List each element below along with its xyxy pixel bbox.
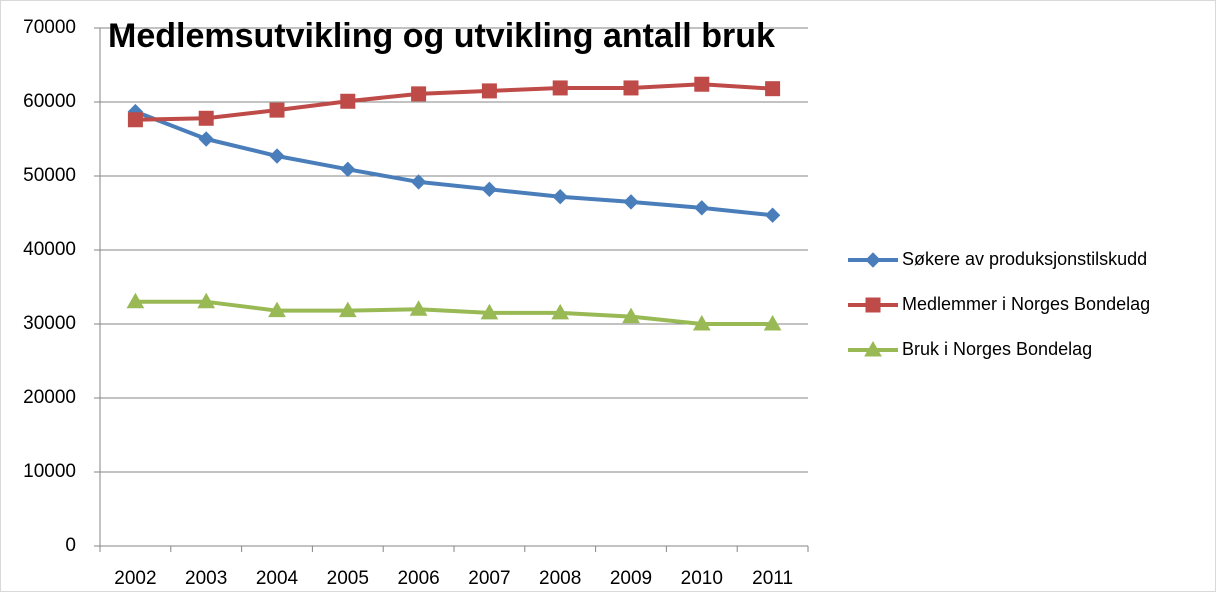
data-point	[269, 148, 285, 164]
data-point	[623, 194, 639, 210]
x-tick-label: 2006	[397, 568, 439, 589]
y-tick-label: 10000	[23, 461, 76, 482]
data-point	[764, 207, 781, 223]
legend-marker	[865, 297, 881, 313]
chart-title: Medlemsutvikling og utvikling antall bru…	[108, 17, 775, 55]
data-point	[126, 292, 145, 309]
series-line	[134, 109, 773, 218]
data-point	[623, 80, 639, 96]
data-point	[340, 161, 356, 178]
x-tick-label: 2002	[114, 568, 156, 589]
data-point	[197, 292, 216, 309]
x-tick-label: 2003	[185, 568, 227, 589]
legend-label: Medlemmer i Norges Bondelag	[902, 294, 1150, 314]
data-point	[694, 200, 710, 216]
data-point	[763, 314, 782, 331]
y-tick-label: 60000	[23, 91, 76, 112]
data-point	[481, 83, 497, 99]
data-point	[410, 174, 427, 190]
x-tick-label: 2005	[327, 568, 369, 589]
data-point	[269, 102, 285, 118]
data-point	[480, 303, 499, 320]
series-line	[135, 82, 773, 122]
y-tick-label: 70000	[23, 17, 76, 38]
data-point	[692, 314, 711, 331]
legend-label: Bruk i Norges Bondelag	[902, 339, 1092, 359]
y-tick-label: 20000	[23, 387, 76, 408]
x-tick-label: 2011	[752, 568, 793, 589]
data-point	[411, 86, 427, 102]
legend-marker	[864, 340, 882, 357]
data-point	[198, 131, 214, 147]
data-point	[622, 307, 640, 324]
y-tick-label: 0	[65, 535, 76, 556]
legend-marker	[865, 252, 881, 268]
y-tick-label: 40000	[23, 239, 76, 260]
y-tick-label: 30000	[23, 313, 76, 334]
x-tick-label: 2004	[256, 568, 299, 589]
data-point	[694, 76, 710, 92]
data-point	[340, 93, 356, 109]
x-tick-label: 2007	[468, 568, 510, 589]
data-point	[409, 300, 428, 316]
y-tick-label: 50000	[23, 165, 76, 186]
data-point	[338, 301, 357, 318]
data-point	[127, 112, 143, 128]
data-point	[481, 181, 498, 198]
data-point	[198, 110, 214, 126]
series-line	[135, 299, 773, 326]
data-point	[551, 303, 570, 320]
data-point	[552, 80, 568, 96]
x-tick-label: 2010	[681, 568, 723, 589]
data-point	[765, 81, 781, 97]
x-tick-label: 2008	[539, 568, 581, 589]
data-point	[268, 301, 286, 318]
x-tick-label: 2009	[610, 568, 652, 589]
legend-label: Søkere av produksjonstilskudd	[902, 249, 1147, 269]
data-point	[552, 189, 568, 205]
